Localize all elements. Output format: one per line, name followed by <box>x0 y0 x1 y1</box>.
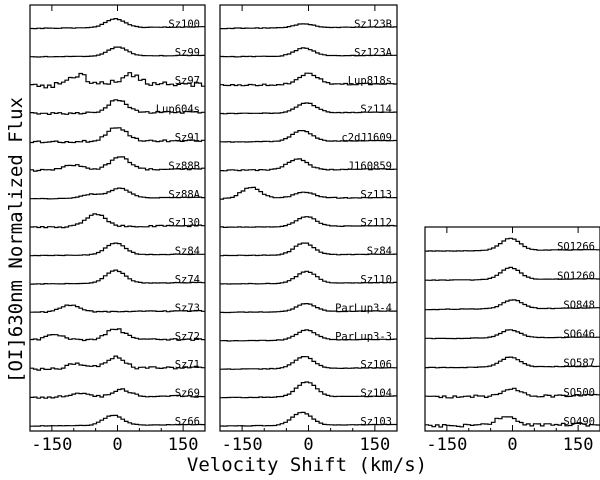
series-label: Sz66 <box>175 416 200 428</box>
spectrum-ParLup3-3 <box>220 329 397 342</box>
series-label: Lup604s <box>156 104 200 116</box>
series-label: SO500 <box>563 387 595 399</box>
series-label: Sz103 <box>360 416 392 428</box>
spectrum-SO490 <box>425 416 600 428</box>
series-label: Sz69 <box>175 388 200 400</box>
spectrum-Sz104 <box>220 381 397 399</box>
series-label: Sz74 <box>175 274 200 286</box>
series-label: ParLup3-3 <box>335 331 392 343</box>
series-label: Sz130 <box>168 217 200 229</box>
series-label: Sz91 <box>175 132 200 144</box>
x-tick-label: 150 <box>360 435 391 455</box>
series-label: J160859 <box>348 160 392 172</box>
series-label: Sz106 <box>360 359 392 371</box>
series-label: Sz123B <box>354 18 392 30</box>
x-tick-label: -150 <box>222 435 263 455</box>
spectrum-Sz106 <box>220 356 397 370</box>
x-tick-label: 0 <box>112 435 122 455</box>
spectrum-Sz72 <box>30 328 205 342</box>
series-label: SO848 <box>563 299 595 311</box>
series-label: Sz104 <box>360 388 392 400</box>
spectrum-SO848 <box>425 299 600 311</box>
series-label: SO587 <box>563 358 595 370</box>
series-label: SO1260 <box>557 270 595 282</box>
spectrum-SO1260 <box>425 266 600 281</box>
series-label: Lup818s <box>348 75 392 87</box>
series-label: Sz88B <box>168 160 200 172</box>
spectrum-Sz113 <box>220 186 397 200</box>
spectrum-Sz97 <box>30 72 205 89</box>
spectrum-Sz99 <box>30 46 205 58</box>
series-label: Sz88A <box>168 189 200 201</box>
spectrum-Sz71 <box>30 355 205 371</box>
series-label: Sz110 <box>360 274 392 286</box>
spectrum-SO500 <box>425 387 600 399</box>
series-label: Sz112 <box>360 217 392 229</box>
spectrum-Sz110 <box>220 270 397 285</box>
spectrum-Sz66 <box>30 414 205 427</box>
spectrum-SO587 <box>425 356 600 369</box>
spectrum-Sz88B <box>30 156 205 172</box>
spectrum-Sz74 <box>30 269 205 285</box>
spectrum-Lup604s <box>30 99 205 115</box>
spectrum-Sz103 <box>220 411 397 427</box>
series-label: Sz73 <box>175 302 200 314</box>
spectrum-SO1266 <box>425 237 600 252</box>
x-tick-label: 0 <box>507 435 517 455</box>
series-label: Sz99 <box>175 47 200 59</box>
spectrum-Sz112 <box>220 216 397 228</box>
series-label: ParLup3-4 <box>335 302 392 314</box>
spectrum-Sz91 <box>30 127 205 144</box>
series-label: Sz84 <box>367 246 392 258</box>
series-label: Sz113 <box>360 189 392 201</box>
spectrum-Sz69 <box>30 388 205 399</box>
spectrum-Sz123B <box>220 23 397 30</box>
x-tick-label: 0 <box>303 435 313 455</box>
panel-right: -150 0 150 SO1266 SO1260 SO848 SO646 SO587 SO500… <box>424 226 600 455</box>
y-axis-label: [OI]630nm Normalized Flux <box>5 97 27 383</box>
spectrum-Sz88A <box>30 187 205 200</box>
spectrum-ParLup3-4 <box>220 303 397 314</box>
x-tick-label: -150 <box>31 435 72 455</box>
series-label: Sz100 <box>168 18 200 30</box>
series-label: Sz84 <box>175 246 200 258</box>
spectrum-Sz100 <box>30 18 205 30</box>
x-tick-label: 150 <box>168 435 199 455</box>
spectrum-Lup818s <box>220 72 397 87</box>
series-label: Sz97 <box>175 75 200 87</box>
series-label: Sz72 <box>175 331 200 343</box>
x-axis-label: Velocity Shift (km/s) <box>187 454 427 476</box>
series-label: SO490 <box>563 416 595 428</box>
spectrum-Sz114 <box>220 102 397 115</box>
series-label: Sz114 <box>360 104 392 116</box>
x-tick-label: -150 <box>426 435 467 455</box>
spectrum-c2dJ1609 <box>220 130 397 143</box>
spectrum-Sz130 <box>30 213 205 229</box>
spectrum-Sz84 <box>30 242 205 257</box>
series-label: SO1266 <box>557 241 595 253</box>
panel-left: -150 0 150 Sz100 Sz99 Sz97 Lup604s Sz91 Sz88B Sz8… <box>29 4 206 455</box>
panel-middle: -150 0 150 Sz123B Sz123A Lup818s Sz114 c2dJ1609… <box>219 4 398 455</box>
series-label: Sz123A <box>354 47 393 59</box>
spectrum-Sz123A <box>220 47 397 58</box>
spectrum-SO646 <box>425 329 600 340</box>
x-tick-label: 150 <box>563 435 594 455</box>
spectrum-Sz73 <box>30 304 205 313</box>
series-label: c2dJ1609 <box>341 132 392 144</box>
series-label: Sz71 <box>175 359 200 371</box>
spectrum-J160859 <box>220 158 397 172</box>
series-label: SO646 <box>563 329 595 341</box>
spectrum-Sz84 <box>220 242 397 257</box>
